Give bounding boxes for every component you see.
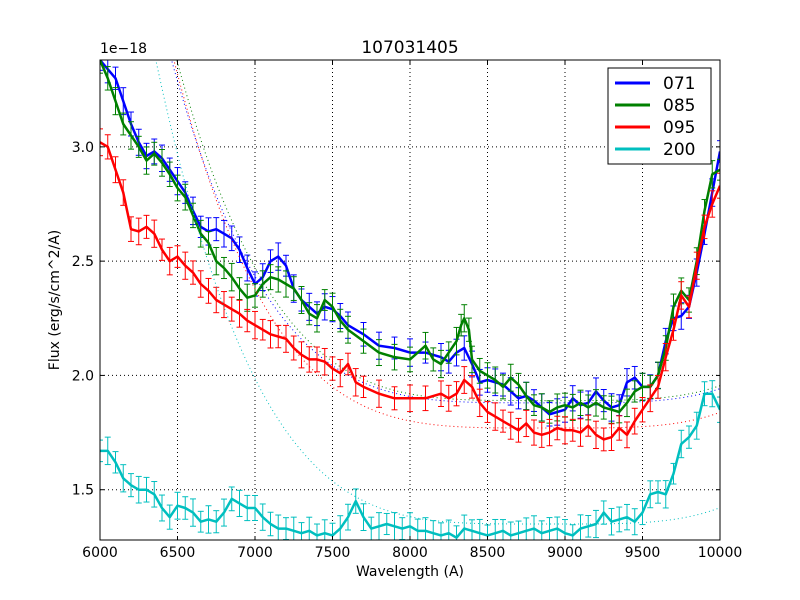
y-tick-label: 1.5 (72, 483, 94, 499)
data-series (100, 60, 720, 540)
x-tick-label: 8500 (470, 545, 506, 561)
chart-title: 107031405 (361, 38, 458, 58)
series-095-line (100, 141, 720, 441)
axis-ticks: 6000 6500 7000 7500 8000 8500 9000 9500 10000 1.5… (72, 60, 743, 561)
legend-label-095: 095 (663, 118, 695, 138)
legend-label-071: 071 (663, 74, 695, 94)
x-tick-label: 7500 (315, 545, 351, 561)
y-tick-label: 2.0 (72, 368, 94, 384)
series-071-model-line (171, 60, 720, 404)
x-tick-label: 6500 (160, 545, 196, 561)
x-tick-label: 10000 (698, 545, 743, 561)
x-tick-label: 8000 (392, 545, 428, 561)
y-axis-label: Flux (erg/s/cm^2/A) (47, 230, 63, 370)
x-tick-label: 9000 (547, 545, 583, 561)
series-085-line (100, 60, 720, 414)
y-tick-label: 3.0 (72, 140, 94, 156)
x-axis-label: Wavelength (A) (356, 564, 464, 580)
series-200-line (100, 392, 720, 539)
y-tick-label: 2.5 (72, 254, 94, 270)
legend-label-200: 200 (663, 140, 695, 160)
series-085-model-line (176, 60, 720, 402)
x-tick-label: 6000 (82, 545, 118, 561)
series-095-model-line (173, 60, 720, 429)
x-tick-label: 9500 (625, 545, 661, 561)
legend-label-085: 085 (663, 96, 695, 116)
y-offset-label: 1e−18 (100, 41, 147, 57)
x-tick-label: 7000 (237, 545, 273, 561)
